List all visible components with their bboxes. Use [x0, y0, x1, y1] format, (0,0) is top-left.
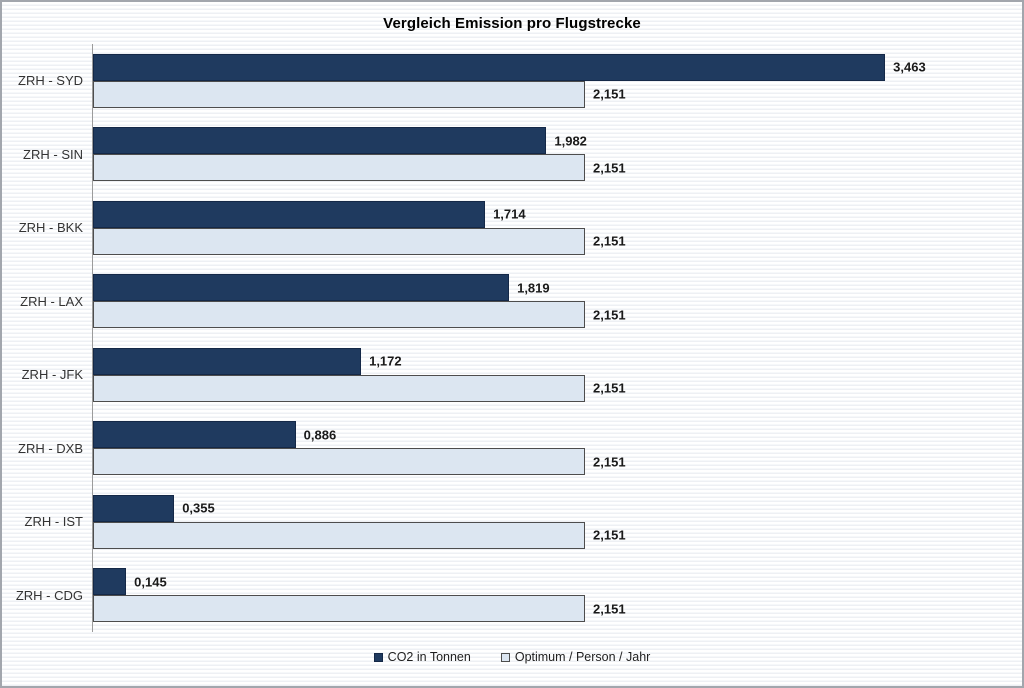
co2-bar: 1,714	[93, 200, 526, 228]
category-row: ZRH - LAX 1,819 2,151	[2, 265, 1022, 339]
optimum-bar: 2,151	[93, 227, 626, 255]
value-label: 3,463	[893, 59, 926, 75]
co2-bar: 0,145	[93, 568, 167, 596]
co2-bar: 1,982	[93, 127, 587, 155]
value-label: 2,151	[593, 454, 626, 470]
optimum-bar: 2,151	[93, 80, 626, 108]
chart-title-area: Vergleich Emission pro Flugstrecke	[2, 2, 1022, 44]
optimum-bar: 2,151	[93, 595, 626, 623]
legend-item-co2: CO2 in Tonnen	[373, 650, 471, 664]
category-label: ZRH - BKK	[18, 220, 83, 236]
bar-group: 1,172 2,151	[93, 338, 1008, 412]
legend: CO2 in Tonnen Optimum / Person / Jahr	[2, 632, 1022, 682]
value-label: 2,151	[593, 601, 626, 617]
bar-group: 1,982 2,151	[93, 118, 1008, 192]
bar-group: 0,886 2,151	[93, 412, 1008, 486]
value-label: 1,819	[517, 280, 550, 296]
optimum-bar: 2,151	[93, 448, 626, 476]
legend-item-optimum: Optimum / Person / Jahr	[500, 650, 651, 664]
value-label: 2,151	[593, 307, 626, 323]
value-label: 0,145	[134, 574, 167, 590]
category-label: ZRH - IST	[24, 514, 84, 530]
category-row: ZRH - IST 0,355 2,151	[2, 485, 1022, 559]
category-label: ZRH - SYD	[18, 73, 83, 89]
value-label: 1,714	[493, 206, 526, 222]
value-label: 2,151	[593, 160, 626, 176]
category-row: ZRH - JFK 1,172 2,151	[2, 338, 1022, 412]
value-label: 1,172	[369, 353, 402, 369]
co2-bar: 3,463	[93, 53, 926, 81]
value-label: 2,151	[593, 380, 626, 396]
category-row: ZRH - SIN 1,982 2,151	[2, 118, 1022, 192]
category-label: ZRH - LAX	[20, 293, 83, 309]
optimum-bar: 2,151	[93, 374, 626, 402]
co2-bar: 1,172	[93, 347, 402, 375]
plot-area: ZRH - SYD 3,463 2,151 ZRH - SIN 1,982 2,151 ZR…	[2, 44, 1022, 632]
category-label: ZRH - DXB	[18, 440, 83, 456]
value-label: 1,982	[554, 133, 587, 149]
legend-label-optimum: Optimum / Person / Jahr	[514, 650, 651, 664]
optimum-bar: 2,151	[93, 154, 626, 182]
co2-bar: 0,355	[93, 494, 215, 522]
co2-swatch-icon	[373, 652, 383, 662]
chart-title: Vergleich Emission pro Flugstrecke	[383, 14, 641, 32]
bar-group: 0,355 2,151	[93, 485, 1008, 559]
value-label: 2,151	[593, 233, 626, 249]
value-label: 0,886	[303, 427, 337, 443]
co2-bar: 1,819	[93, 274, 550, 302]
category-row: ZRH - BKK 1,714 2,151	[2, 191, 1022, 265]
optimum-bar: 2,151	[93, 521, 626, 549]
category-label: ZRH - CDG	[15, 587, 83, 603]
optimum-bar: 2,151	[93, 301, 626, 329]
bar-group: 3,463 2,151	[93, 44, 1008, 118]
value-label: 0,355	[182, 500, 215, 516]
category-row: ZRH - DXB 0,886 2,151	[2, 412, 1022, 486]
y-axis-line	[92, 44, 93, 632]
category-row: ZRH - SYD 3,463 2,151	[2, 44, 1022, 118]
category-label: ZRH - SIN	[23, 146, 83, 162]
optimum-swatch-icon	[500, 652, 510, 662]
value-label: 2,151	[593, 86, 626, 102]
bar-group: 1,714 2,151	[93, 191, 1008, 265]
co2-bar: 0,886	[93, 421, 336, 449]
legend-label-co2: CO2 in Tonnen	[387, 650, 471, 664]
bar-group: 0,145 2,151	[93, 559, 1008, 633]
bar-group: 1,819 2,151	[93, 265, 1008, 339]
value-label: 2,151	[593, 527, 626, 543]
category-row: ZRH - CDG 0,145 2,151	[2, 559, 1022, 633]
category-label: ZRH - JFK	[21, 367, 83, 383]
